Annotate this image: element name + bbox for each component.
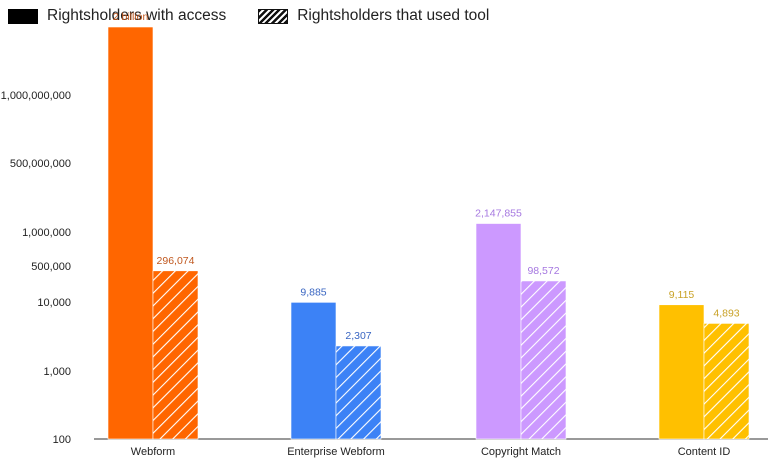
x-category-label: Copyright Match [481, 446, 561, 458]
data-label: 4,893 [713, 307, 739, 319]
bar-used-tool [703, 323, 750, 440]
bar-with-access [107, 26, 154, 440]
legend-swatch-hatched [258, 8, 289, 24]
data-label: 9,115 [669, 289, 695, 301]
legend-swatch-solid [8, 8, 38, 24]
legend-label: Rightsholders with access [47, 7, 227, 24]
y-tick-label: 500,000 [31, 261, 71, 273]
data-label: 2,307 [345, 330, 371, 342]
x-category-label: Enterprise Webform [287, 446, 385, 458]
data-label: 98,572 [527, 265, 559, 277]
bar-used-tool [335, 345, 382, 440]
x-category-label: Webform [131, 446, 175, 458]
data-label: 296,074 [157, 255, 195, 267]
data-label: 9,885 [300, 286, 326, 298]
x-category-label: Content ID [678, 446, 731, 458]
bar-with-access [290, 302, 337, 440]
data-label: 2 billion [113, 11, 149, 23]
bar-used-tool [152, 270, 199, 440]
legend: Rightsholders with access Rightsholders … [8, 5, 521, 27]
legend-item-with-access: Rightsholders with access [8, 7, 226, 25]
y-tick-label: 1,000,000,000 [1, 90, 71, 102]
bar-with-access [475, 223, 522, 440]
legend-item-used-tool: Rightsholders that used tool [258, 7, 489, 25]
y-tick-label: 10,000 [37, 297, 71, 309]
y-tick-label: 500,000,000 [10, 158, 71, 170]
y-tick-label: 1,000 [43, 366, 71, 378]
data-label: 2,147,855 [475, 208, 522, 220]
bar-used-tool [520, 280, 567, 440]
y-tick-label: 1,000,000 [22, 227, 71, 239]
bar-with-access [658, 304, 705, 440]
y-tick-label: 100 [53, 434, 71, 446]
legend-label: Rightsholders that used tool [297, 7, 490, 24]
